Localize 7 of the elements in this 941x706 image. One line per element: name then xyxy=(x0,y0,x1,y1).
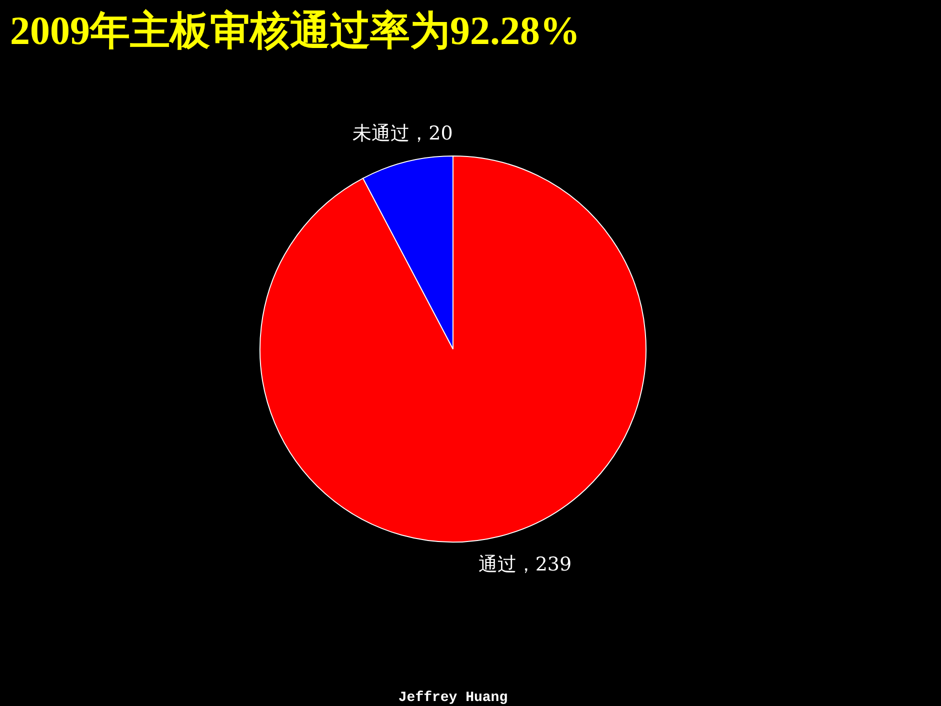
slice-label: 未通过 xyxy=(352,122,410,144)
chart-title: 2009年主板审核通过率为92.28% xyxy=(10,8,580,53)
data-label: ，239 xyxy=(516,554,572,576)
text: Jeffrey Huang xyxy=(398,690,508,706)
slice-label: 通过 xyxy=(478,554,516,576)
data-label: ，20 xyxy=(410,122,453,144)
pie-slice xyxy=(260,156,646,542)
